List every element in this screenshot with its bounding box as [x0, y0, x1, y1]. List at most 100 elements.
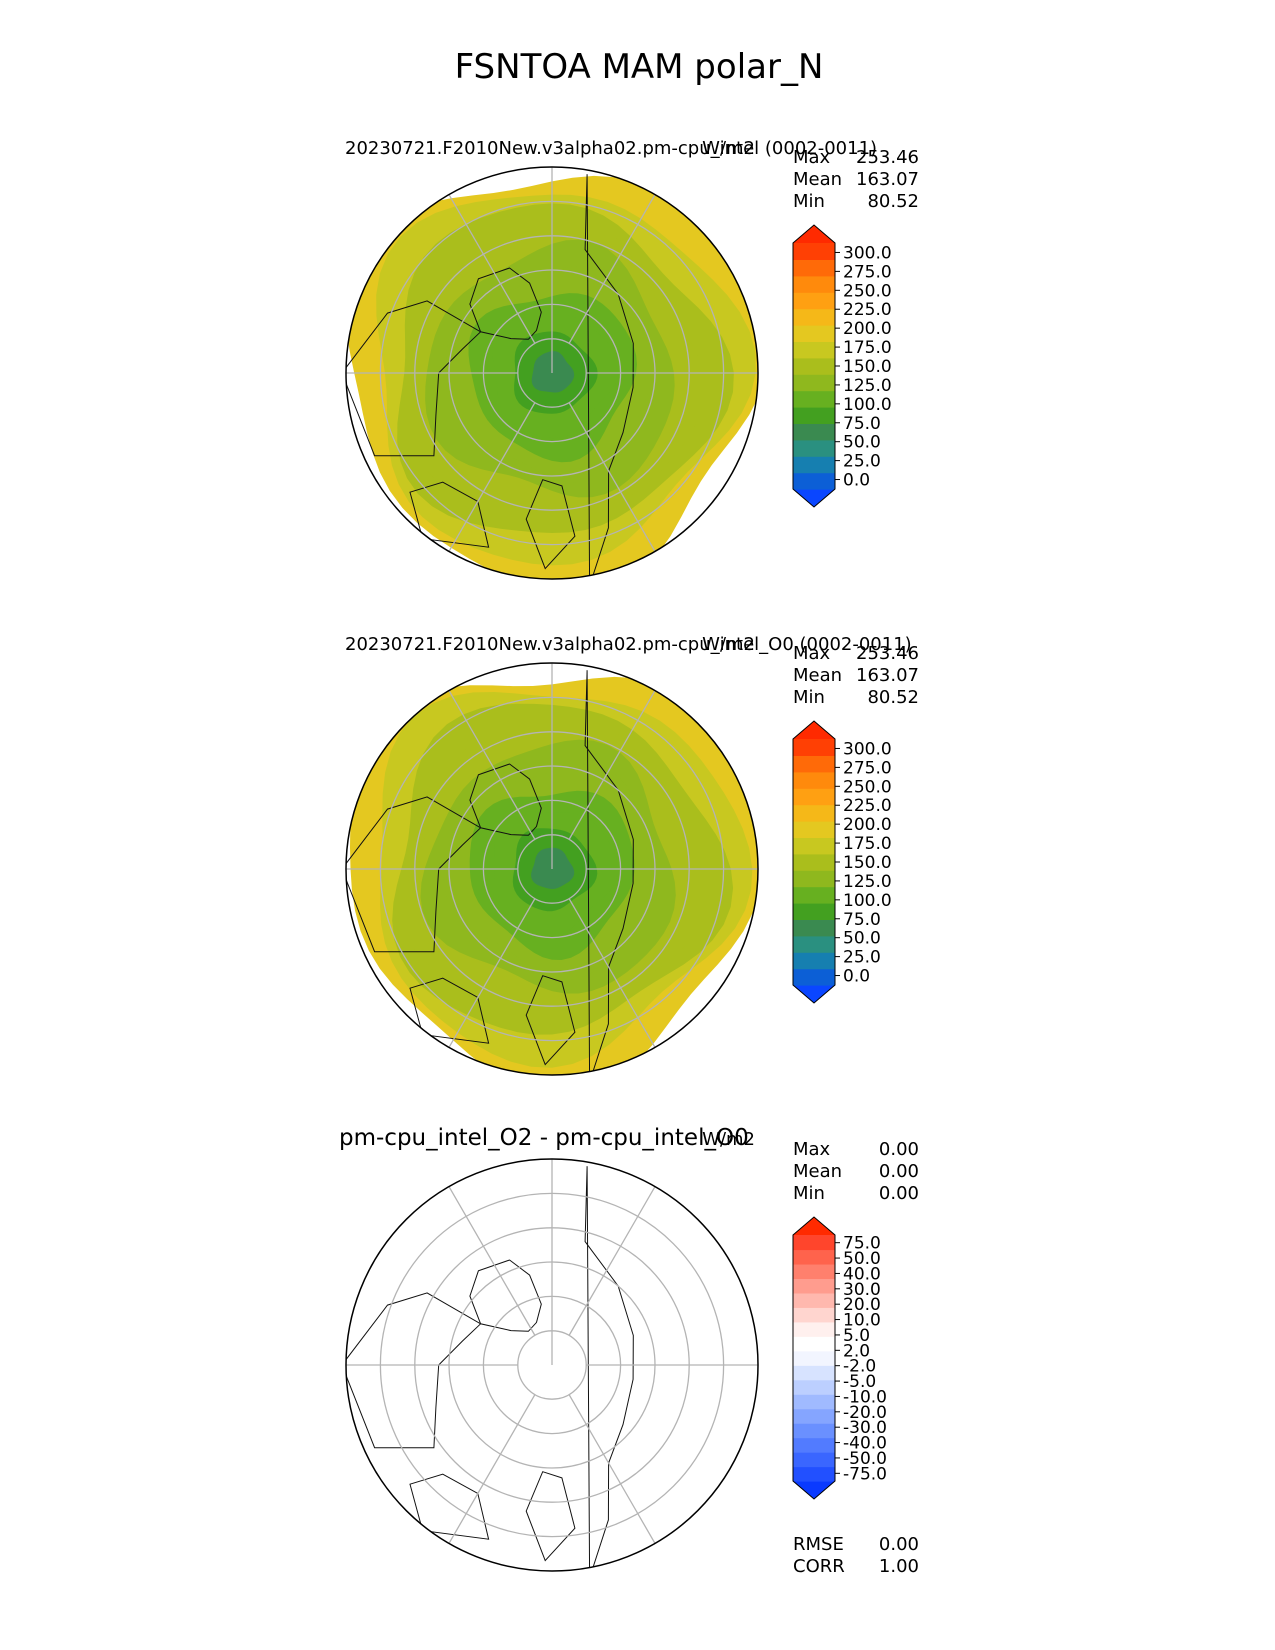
- colorbar-segment: [793, 1423, 835, 1439]
- colorbar-segment: [793, 903, 835, 920]
- colorbar-tick-label: 275.0: [843, 758, 892, 778]
- colorbar-tick-label: -40.0: [843, 1434, 887, 1454]
- coastline: [346, 300, 482, 457]
- panel-1-map: [346, 167, 758, 579]
- coastline: [346, 1292, 482, 1449]
- meridian-line: [568, 681, 661, 840]
- colorbar-tick-label: 75.0: [843, 910, 881, 930]
- colorbar-extend-max: [793, 225, 835, 243]
- colorbar-tick-label: 100.0: [843, 395, 892, 415]
- meridian-line: [568, 185, 661, 344]
- colorbar-tick-label: 40.0: [843, 1264, 881, 1284]
- panel-3: pm-cpu_intel_O2 - pm-cpu_intel_O0 W/m2 M…: [339, 1125, 919, 1577]
- colorbar-tick-label: 300.0: [843, 740, 892, 760]
- colorbar-tick-label: 200.0: [843, 815, 892, 835]
- colorbar-tick-label: 50.0: [843, 433, 881, 453]
- colorbar-segment: [793, 870, 835, 888]
- panel-3-units: W/m2: [702, 1129, 755, 1150]
- meridian-line: [568, 1177, 661, 1336]
- colorbar-segment: [793, 1307, 835, 1323]
- colorbar-segment: [793, 275, 835, 293]
- colorbar-tick-label: 300.0: [843, 244, 892, 264]
- colorbar-tick-label: 175.0: [843, 338, 892, 358]
- panel-2-map-border: [345, 662, 759, 1076]
- colorbar-tick-label: 125.0: [843, 872, 892, 892]
- colorbar-tick-label: -5.0: [843, 1372, 876, 1392]
- panel-2-stat-mean-label: Mean: [793, 665, 842, 686]
- colorbar-segment: [793, 374, 835, 392]
- colorbar-segment: [793, 1336, 835, 1352]
- colorbar-segment: [793, 456, 835, 474]
- colorbar-tick-label: 150.0: [843, 357, 892, 377]
- colorbar-outline: [792, 1216, 836, 1500]
- panel-3-metric-corr-value: 1.00: [879, 1556, 919, 1577]
- colorbar-segment: [793, 1278, 835, 1294]
- coastline: [584, 174, 634, 579]
- colorbar-segment: [793, 292, 835, 310]
- colorbar-segment: [793, 952, 835, 970]
- panel-2-graticule: [346, 663, 758, 1057]
- colorbar-tick-label: -50.0: [843, 1449, 887, 1469]
- colorbar-segment: [793, 472, 835, 490]
- panel-3-stat-mean-value: 0.00: [879, 1161, 919, 1182]
- colorbar-tick-label: 50.0: [843, 1249, 881, 1269]
- colorbar-tick-label: 75.0: [843, 414, 881, 434]
- panel-3-title: pm-cpu_intel_O2 - pm-cpu_intel_O0: [339, 1125, 749, 1151]
- coastline: [409, 1473, 490, 1540]
- panel-1-title: 20230721.F2010New.v3alpha02.pm-cpu_intel…: [345, 138, 877, 159]
- panel-3-map-border: [345, 1158, 759, 1572]
- colorbar-tick-label: -75.0: [843, 1464, 887, 1484]
- colorbar-extend-max: [793, 1217, 835, 1235]
- colorbar-tick-label: 175.0: [843, 834, 892, 854]
- colorbar-segment: [793, 407, 835, 424]
- panel-2-stat-mean-value: 163.07: [856, 665, 919, 686]
- colorbar-segment: [793, 243, 835, 260]
- panel-2-stat-min-value: 80.52: [867, 687, 919, 708]
- colorbar-tick-label: 275.0: [843, 262, 892, 282]
- colorbar-segment: [793, 341, 835, 359]
- colorbar-segment: [793, 1408, 835, 1424]
- colorbar-tick-label: -20.0: [843, 1403, 887, 1423]
- colorbar-tick-label: 0.0: [843, 967, 870, 987]
- colorbar-segment: [793, 935, 835, 953]
- colorbar-segment: [793, 357, 835, 375]
- meridian-line: [443, 1177, 536, 1336]
- panel-3-metric-corr-label: CORR: [793, 1556, 845, 1577]
- colorbar-tick-label: 250.0: [843, 777, 892, 797]
- colorbar-tick-label: 50.0: [843, 929, 881, 949]
- colorbar-extend-max: [793, 721, 835, 739]
- panel-1: 20230721.F2010New.v3alpha02.pm-cpu_intel…: [345, 138, 919, 580]
- colorbar-segment: [793, 423, 835, 441]
- panel-3-stat-max-value: 0.00: [879, 1139, 919, 1160]
- figure-title: FSNTOA MAM polar_N: [455, 47, 824, 87]
- colorbar-tick-label: 0.0: [843, 471, 870, 491]
- colorbar-segment: [793, 1452, 835, 1468]
- panel-2-stat-max-label: Max: [793, 643, 831, 664]
- colorbar-tick-label: 25.0: [843, 452, 881, 472]
- colorbar-segment: [793, 886, 835, 904]
- colorbar-segment: [793, 919, 835, 937]
- panel-1-coastlines: [346, 174, 634, 579]
- panel-2-title: 20230721.F2010New.v3alpha02.pm-cpu_intel…: [345, 634, 912, 655]
- colorbar-segment: [793, 1235, 835, 1251]
- panel-3-metric-rmse-value: 0.00: [879, 1534, 919, 1555]
- colorbar-tick-label: 20.0: [843, 1295, 881, 1315]
- panel-3-metric-rmse-label: RMSE: [793, 1534, 844, 1555]
- colorbar-tick-label: 10.0: [843, 1311, 881, 1331]
- colorbar-tick-label: 2.0: [843, 1341, 870, 1361]
- colorbar-extend-min: [793, 985, 835, 1003]
- colorbar-segment: [793, 1292, 835, 1308]
- coastline: [346, 796, 482, 953]
- panel-2-map: [346, 663, 758, 1075]
- panel-2-colorbar: 300.0275.0250.0225.0200.0175.0150.0125.0…: [792, 720, 892, 1004]
- panel-3-stat-max-label: Max: [793, 1139, 831, 1160]
- colorbar-segment: [793, 837, 835, 855]
- colorbar-segment: [793, 390, 835, 408]
- panel-1-stat-max-value: 253.46: [856, 147, 919, 168]
- panel-1-field: [346, 175, 758, 579]
- meridian-line: [443, 681, 536, 840]
- colorbar-segment: [793, 821, 835, 838]
- colorbar-segment: [793, 1321, 835, 1337]
- meridian-line: [443, 185, 536, 344]
